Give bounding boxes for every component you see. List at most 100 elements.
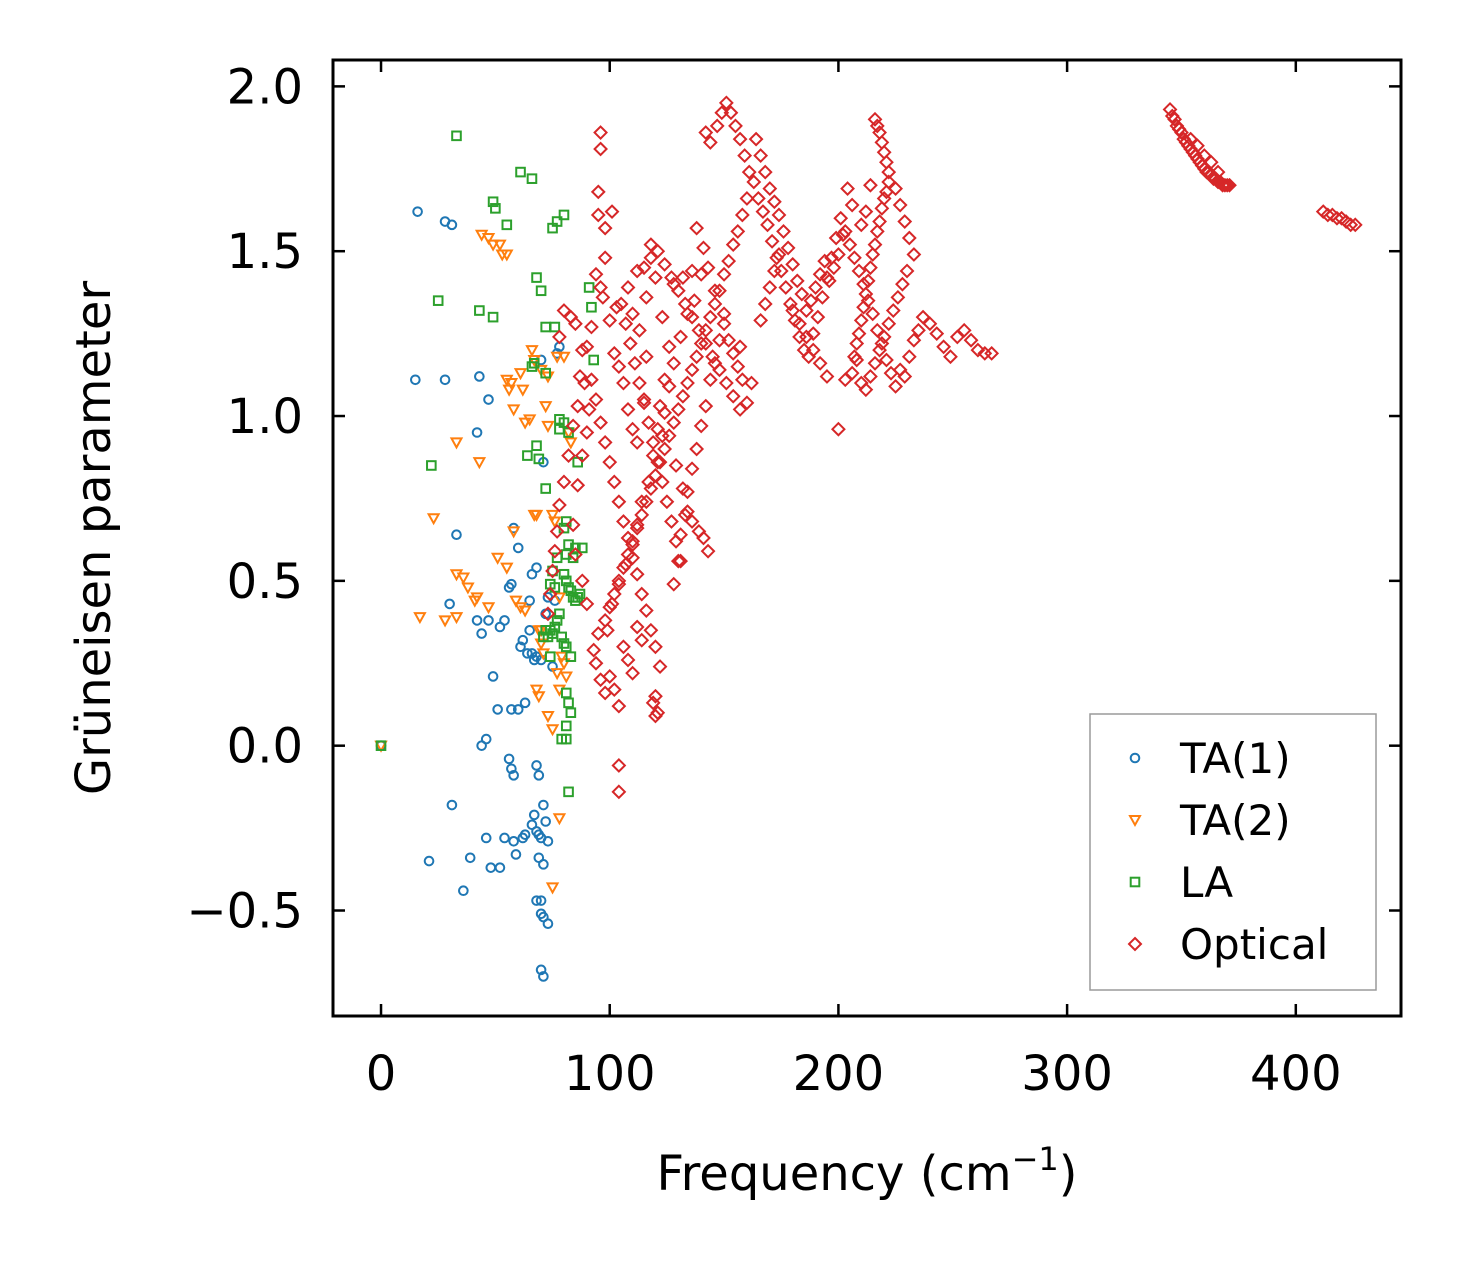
data-point — [634, 494, 650, 510]
data-point — [812, 355, 828, 371]
data-point — [650, 243, 666, 259]
data-point — [538, 401, 553, 414]
data-point — [542, 835, 554, 847]
data-point — [849, 352, 865, 368]
data-point — [557, 658, 571, 671]
data-point — [844, 197, 860, 213]
data-point — [888, 378, 904, 394]
data-point — [673, 329, 689, 345]
data-point — [696, 530, 711, 546]
x-tick-label: 400 — [1250, 1046, 1342, 1102]
data-point — [540, 625, 551, 636]
data-point — [842, 237, 858, 253]
marks-layer — [374, 95, 1363, 982]
data-point — [545, 509, 560, 522]
data-point — [657, 441, 673, 457]
data-point — [611, 784, 627, 800]
data-point — [375, 740, 387, 751]
data-point — [778, 280, 794, 295]
data-point — [782, 296, 798, 312]
data-point — [769, 250, 785, 266]
data-point — [634, 507, 650, 523]
data-point — [570, 542, 581, 554]
data-point — [876, 144, 892, 160]
data-point — [531, 760, 542, 771]
data-point — [819, 369, 835, 384]
data-point — [500, 562, 514, 575]
legend-marker — [1129, 876, 1141, 888]
data-point — [533, 453, 545, 465]
data-point — [535, 964, 547, 976]
data-point — [611, 698, 627, 714]
data-point — [515, 641, 526, 653]
data-point — [606, 682, 622, 698]
data-point — [693, 336, 709, 351]
data-point — [526, 173, 538, 184]
data-point — [593, 280, 608, 295]
data-point — [732, 339, 748, 355]
data-point — [753, 313, 769, 328]
data-point — [451, 529, 462, 541]
data-point — [542, 918, 554, 929]
data-point — [698, 398, 714, 414]
data-point — [718, 375, 734, 391]
data-point — [501, 219, 513, 231]
data-point — [794, 286, 810, 302]
data-point — [805, 342, 821, 358]
data-point — [863, 260, 878, 276]
data-point — [634, 586, 650, 602]
data-point — [583, 282, 595, 293]
data-point — [600, 622, 615, 638]
y-tick-label: 0.0 — [227, 719, 303, 775]
data-point — [728, 118, 743, 134]
data-point — [890, 289, 906, 305]
data-point — [885, 303, 901, 318]
data-point — [558, 209, 570, 221]
data-point — [540, 816, 551, 827]
legend-marker — [1129, 752, 1141, 764]
data-point — [766, 263, 782, 279]
legend-label: Optical — [1180, 920, 1328, 969]
data-point — [522, 414, 537, 427]
data-point — [702, 309, 718, 325]
data-point — [606, 345, 622, 361]
data-point — [684, 362, 700, 378]
data-point — [449, 612, 464, 625]
data-point — [689, 441, 705, 457]
data-point — [611, 758, 627, 773]
legend-box — [1089, 713, 1377, 991]
data-point — [1210, 164, 1226, 180]
data-point — [534, 364, 548, 377]
data-point — [602, 669, 618, 684]
data-point — [540, 606, 556, 622]
data-point — [590, 626, 606, 642]
data-point — [753, 148, 769, 164]
data-point — [732, 402, 748, 417]
data-point — [526, 361, 538, 372]
data-point — [666, 415, 682, 431]
data-point — [661, 378, 677, 394]
data-point — [565, 517, 581, 533]
data-point — [444, 598, 455, 610]
data-point — [826, 260, 842, 276]
data-point — [776, 224, 791, 239]
data-point — [645, 695, 661, 711]
data-point — [1219, 177, 1235, 193]
legend-label: TA(1) — [1179, 734, 1291, 783]
data-point — [629, 434, 645, 450]
data-point — [828, 230, 844, 246]
data-point — [588, 266, 604, 282]
data-point — [707, 283, 723, 299]
data-point — [741, 164, 757, 180]
data-point — [590, 184, 606, 200]
data-point — [629, 517, 645, 533]
data-point — [518, 605, 532, 618]
data-point — [648, 639, 663, 655]
data-point — [732, 131, 748, 147]
data-point — [1196, 148, 1212, 164]
data-point — [689, 349, 705, 365]
data-point — [552, 592, 567, 605]
data-point — [853, 375, 869, 391]
data-point — [483, 394, 494, 405]
data-point — [471, 427, 483, 438]
